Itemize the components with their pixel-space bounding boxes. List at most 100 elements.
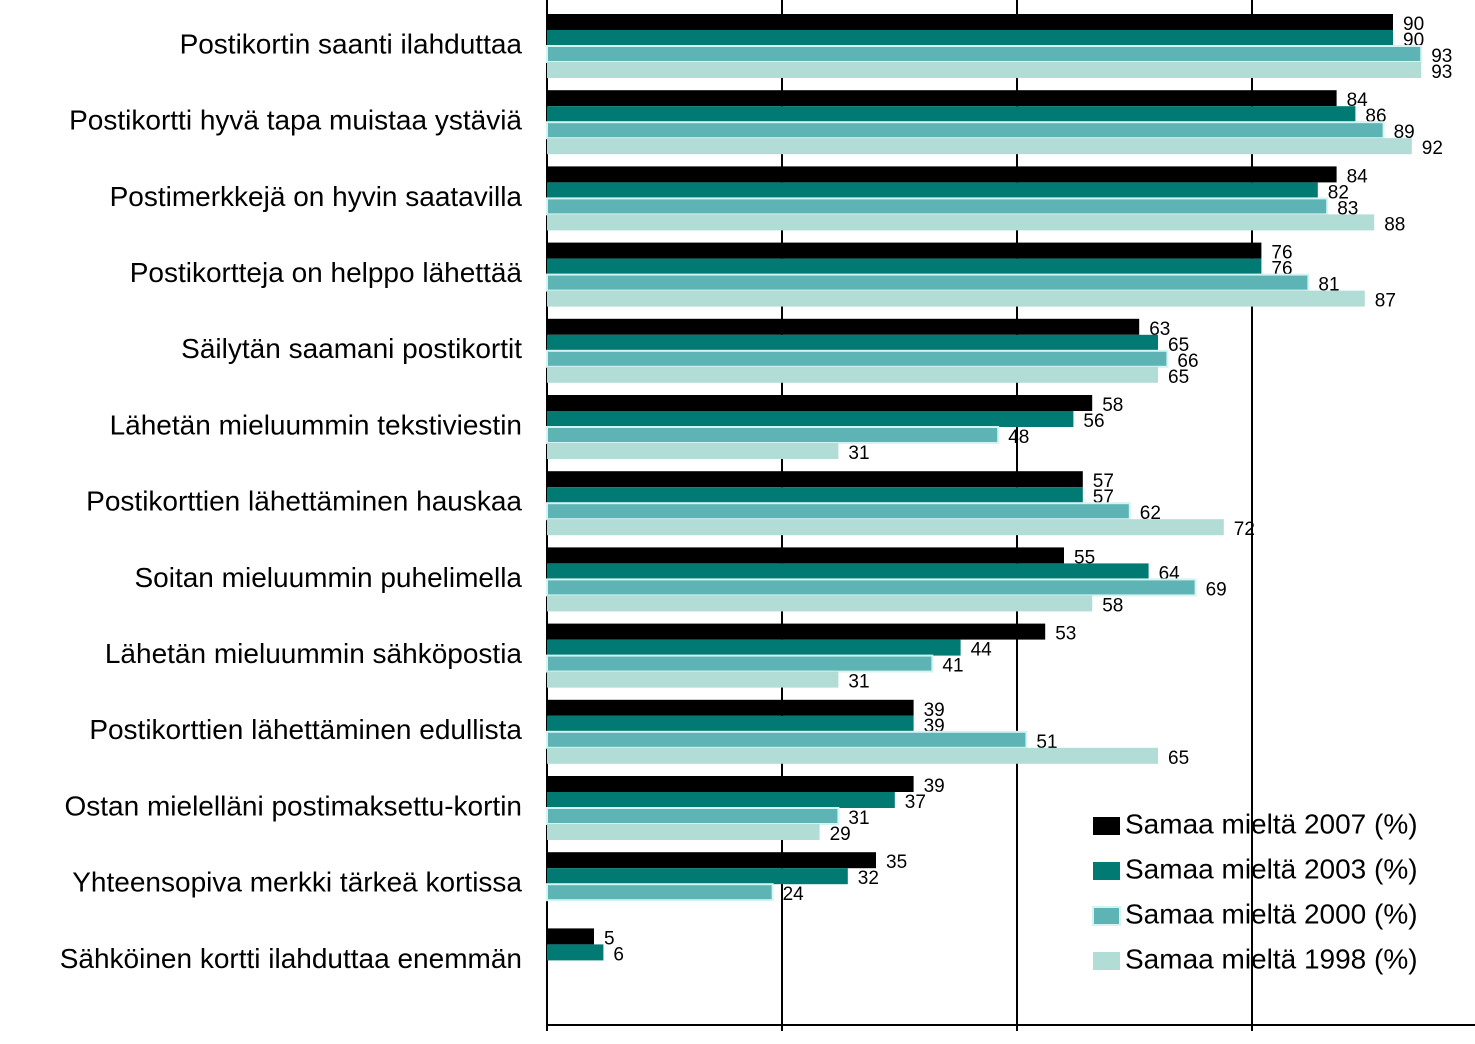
category-label: Soitan mieluummin puhelimella xyxy=(134,562,522,593)
value-label: 87 xyxy=(1375,291,1396,312)
category-label: Postikorttien lähettäminen edullista xyxy=(89,714,522,745)
value-label: 65 xyxy=(1168,748,1189,769)
value-label: 58 xyxy=(1102,595,1123,616)
value-label: 63 xyxy=(1149,319,1170,340)
bar xyxy=(547,595,1093,612)
bar xyxy=(547,90,1337,107)
bar xyxy=(547,443,839,459)
category-label: Säilytän saamani postikortit xyxy=(181,333,522,364)
value-label: 65 xyxy=(1168,367,1189,388)
value-label: 32 xyxy=(858,868,879,889)
value-label: 65 xyxy=(1168,335,1189,356)
legend-label: Samaa mieltä 2003 (%) xyxy=(1125,853,1418,884)
value-label: 69 xyxy=(1206,579,1227,600)
value-label: 35 xyxy=(886,852,907,873)
category-label: Postikortti hyvä tapa muistaa ystäviä xyxy=(69,105,522,136)
value-label: 76 xyxy=(1271,243,1292,264)
bar xyxy=(547,242,1262,259)
legend-label: Samaa mieltä 2000 (%) xyxy=(1125,898,1418,929)
bar xyxy=(547,519,1224,536)
bar xyxy=(547,487,1083,504)
bar xyxy=(547,639,961,656)
bar xyxy=(547,563,1149,580)
value-label: 31 xyxy=(848,672,869,693)
value-label: 89 xyxy=(1394,122,1415,143)
bar xyxy=(546,45,1423,63)
value-label: 57 xyxy=(1093,471,1114,492)
bar xyxy=(546,654,934,673)
value-label: 83 xyxy=(1337,198,1358,219)
category-label: Postikortteja on helppo lähettää xyxy=(130,257,523,288)
value-label: 48 xyxy=(1008,427,1029,448)
value-label: 39 xyxy=(924,700,945,721)
value-label: 51 xyxy=(1036,732,1057,753)
bar xyxy=(547,715,914,732)
value-label: 31 xyxy=(848,808,869,829)
bar xyxy=(546,502,1131,521)
value-label: 93 xyxy=(1431,46,1452,67)
bar xyxy=(547,411,1074,427)
bar xyxy=(547,290,1365,307)
bar xyxy=(547,776,914,792)
bar xyxy=(547,792,895,808)
bar xyxy=(547,138,1412,155)
value-label: 37 xyxy=(905,792,926,813)
bar xyxy=(546,807,840,825)
bar xyxy=(546,883,774,902)
bar xyxy=(547,747,1158,764)
bar xyxy=(546,578,1197,597)
value-label: 55 xyxy=(1074,547,1095,568)
bar xyxy=(547,623,1046,640)
bar xyxy=(547,395,1093,411)
value-label: 56 xyxy=(1083,411,1104,432)
bar xyxy=(547,258,1262,275)
bar xyxy=(546,121,1385,140)
category-label: Ostan mielelläni postimaksettu-kortin xyxy=(64,790,522,821)
value-label: 24 xyxy=(783,884,805,905)
bar xyxy=(546,426,1000,444)
bar xyxy=(547,868,848,885)
value-label: 84 xyxy=(1347,90,1369,111)
bar xyxy=(547,318,1140,335)
bar xyxy=(547,214,1375,231)
bar xyxy=(547,928,594,945)
legend-label: Samaa mieltä 1998 (%) xyxy=(1125,943,1418,974)
bar xyxy=(547,824,820,840)
bar xyxy=(546,273,1310,292)
value-label: 6 xyxy=(613,944,624,965)
bar xyxy=(547,106,1356,123)
value-label: 88 xyxy=(1384,214,1405,235)
value-label: 39 xyxy=(924,776,945,797)
legend-swatch xyxy=(1093,817,1120,835)
value-label: 66 xyxy=(1177,351,1198,372)
category-label: Lähetän mieluummin sähköpostia xyxy=(105,638,523,669)
category-label: Postikorttien lähettäminen hauskaa xyxy=(86,486,522,517)
value-label: 53 xyxy=(1055,624,1076,645)
bar xyxy=(547,699,914,716)
value-label: 72 xyxy=(1234,519,1255,540)
bar xyxy=(547,166,1337,183)
bar xyxy=(547,334,1158,351)
value-label: 41 xyxy=(942,656,963,677)
value-label: 44 xyxy=(971,640,993,661)
bar xyxy=(547,182,1318,199)
value-label: 62 xyxy=(1140,503,1161,524)
bar xyxy=(546,730,1028,749)
value-label: 92 xyxy=(1422,138,1443,159)
bar xyxy=(547,944,604,961)
value-label: 84 xyxy=(1347,166,1369,187)
bar xyxy=(547,14,1393,30)
bar xyxy=(546,349,1169,368)
value-label: 58 xyxy=(1102,395,1123,416)
bar xyxy=(547,852,876,869)
legend-label: Samaa mieltä 2007 (%) xyxy=(1125,808,1418,839)
bar xyxy=(547,471,1083,488)
category-label: Lähetän mieluummin tekstiviestin xyxy=(110,409,522,440)
category-label: Sähköinen kortti ilahduttaa enemmän xyxy=(60,943,522,974)
value-label: 93 xyxy=(1431,62,1452,83)
legend-swatch xyxy=(1092,906,1121,926)
bar xyxy=(547,547,1064,564)
legend-swatch xyxy=(1093,862,1120,880)
